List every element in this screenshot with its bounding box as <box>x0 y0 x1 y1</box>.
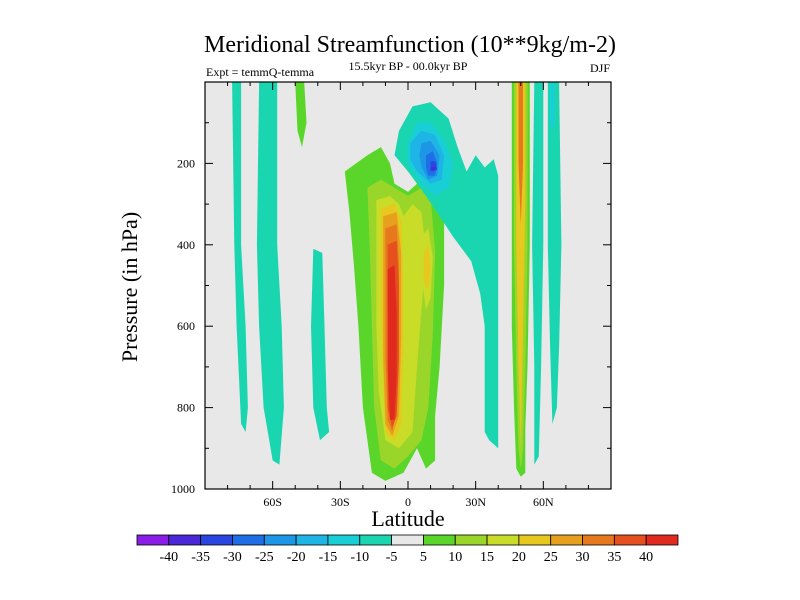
colorbar-label: -15 <box>319 550 338 565</box>
chart-subtitle-center: 15.5kyr BP - 00.0kyr BP <box>349 59 468 73</box>
colorbar-swatch <box>550 534 583 546</box>
contour-cell-58N-column <box>532 82 544 465</box>
contour-cell-50N-jet-20 <box>516 82 526 449</box>
colorbar-label: 35 <box>607 550 621 565</box>
x-tick-label: 30S <box>331 495 350 509</box>
y-axis-ticks: 200 400 600 800 1000 <box>171 122 611 496</box>
y-tick-label: 800 <box>177 401 195 415</box>
contour-cell-60S-column <box>232 82 248 432</box>
colorbar-swatch <box>582 534 615 546</box>
colorbar-label: -35 <box>191 550 210 565</box>
contour-cell-50N-jet-30 <box>518 82 523 225</box>
colorbar-swatch <box>200 534 233 546</box>
contour-cell-35S-column <box>311 248 330 441</box>
chart-subtitle-right: DJF <box>590 61 610 75</box>
colorbar-swatch <box>327 534 361 546</box>
y-axis-label: Pressure (in hPa) <box>117 212 142 362</box>
colorbar-swatch <box>391 534 424 546</box>
colorbar-swatch <box>295 534 329 546</box>
contour-cell-5N-20 <box>423 244 431 290</box>
contour-cell-60N-column <box>547 82 562 424</box>
colorbar-label: 20 <box>512 550 526 565</box>
chart-title: Meridional Streamfunction (10**9kg/m-2) <box>204 32 616 58</box>
colorbar-label: -40 <box>159 550 178 565</box>
colorbar-label: -25 <box>255 550 274 565</box>
x-tick-label: 0 <box>405 495 411 509</box>
colorbar-label: 10 <box>448 550 462 565</box>
colorbar-label: 40 <box>639 550 653 565</box>
colorbar-swatch <box>232 534 265 546</box>
colorbar-swatch <box>613 534 647 546</box>
colorbar-swatch <box>168 534 202 546</box>
colorbar-swatch <box>645 534 679 546</box>
x-tick-label: 30N <box>465 495 486 509</box>
y-tick-label: 600 <box>177 319 195 333</box>
colorbar-swatch <box>518 534 552 546</box>
contour-cell-60N-neg10 <box>550 82 555 131</box>
plot-area: 200 400 600 800 1000 60S 30S 0 30N 60N <box>171 81 612 509</box>
contour-regions <box>232 82 562 481</box>
y-tick-label: 1000 <box>171 482 195 496</box>
x-axis-ticks: 60S 30S 0 30N 60N <box>227 82 589 509</box>
colorbar-swatch <box>136 534 170 546</box>
colorbar-label: 30 <box>576 550 590 565</box>
colorbar-label: 15 <box>480 550 494 565</box>
colorbar-label: 25 <box>544 550 558 565</box>
colorbar-label: -10 <box>350 550 369 565</box>
y-tick-label: 400 <box>177 238 195 252</box>
colorbar-swatch <box>486 534 520 546</box>
colorbar: -40 -35 -30 -25 -20 -15 -10 -5 5 10 15 20 25 30 35 40 <box>136 534 679 565</box>
x-tick-label: 60S <box>263 495 282 509</box>
colorbar-swatch <box>359 534 392 546</box>
contour-cell-upper-negative <box>394 102 499 449</box>
chart-subtitle-left: Expt = temmQ-temma <box>206 65 315 79</box>
colorbar-label: 5 <box>420 550 427 565</box>
x-tick-label: 60N <box>533 495 554 509</box>
contour-cell-45S-small <box>295 82 307 148</box>
x-axis-label: Latitude <box>371 506 444 531</box>
contour-cell-upper-35 <box>430 166 436 171</box>
colorbar-swatch <box>263 534 297 546</box>
contour-cell-50S-column <box>256 82 284 465</box>
colorbar-label: -30 <box>223 550 242 565</box>
y-tick-label: 200 <box>177 156 195 170</box>
colorbar-label: -5 <box>386 550 398 565</box>
colorbar-swatch <box>454 534 488 546</box>
colorbar-label: -20 <box>287 550 306 565</box>
contour-cell-tropics-40 <box>387 265 397 420</box>
colorbar-swatch <box>423 534 456 546</box>
